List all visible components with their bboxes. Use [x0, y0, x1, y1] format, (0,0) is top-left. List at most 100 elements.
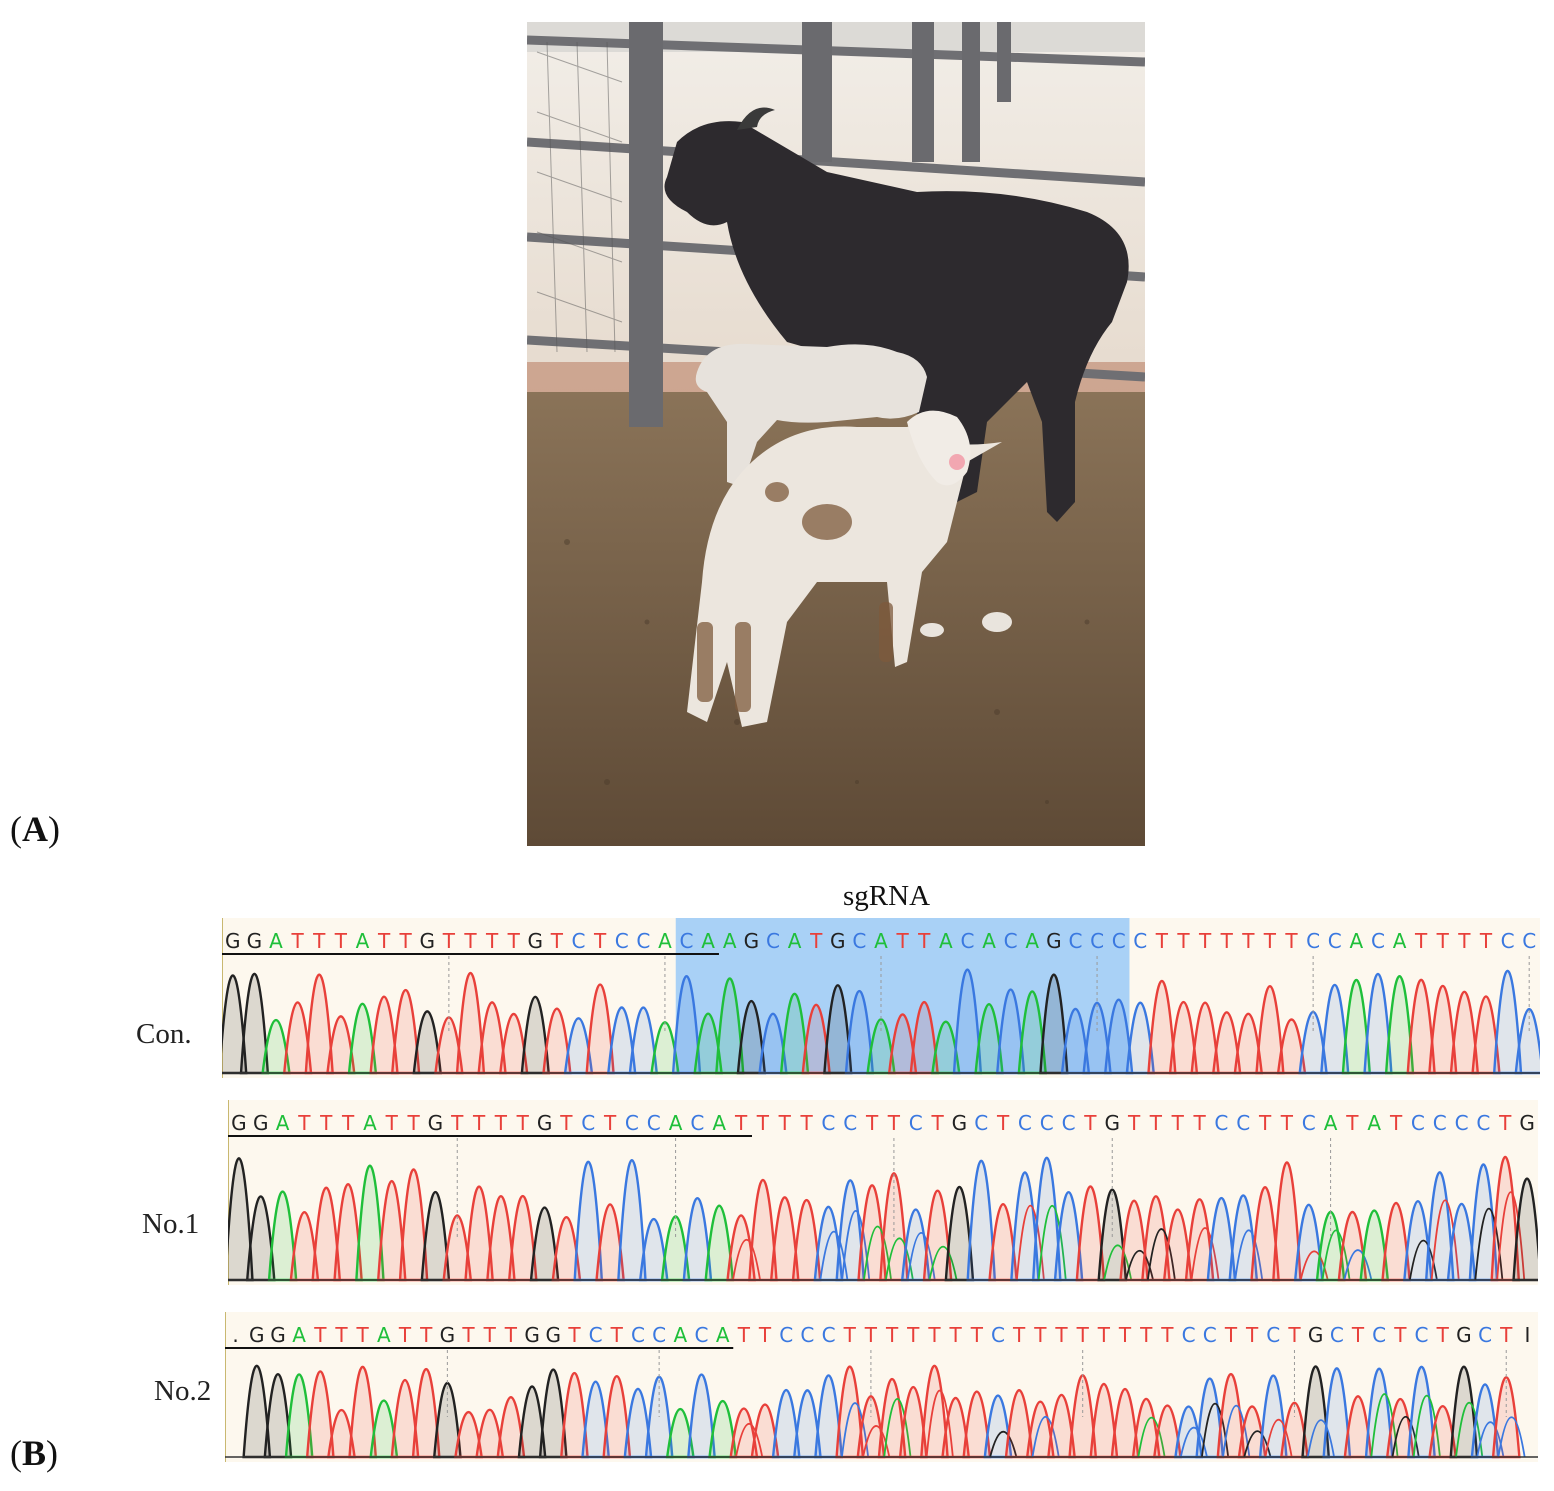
base-letter: G	[1519, 1111, 1535, 1135]
peak	[1359, 1209, 1390, 1282]
base-letter: T	[1198, 929, 1212, 953]
peak	[1025, 1400, 1055, 1459]
peak	[650, 1021, 680, 1075]
base-letter: T	[1414, 929, 1428, 953]
base-letter: A	[1393, 929, 1407, 953]
base-letter: T	[385, 1111, 399, 1135]
base-letter: C	[1236, 1111, 1250, 1135]
base-letter: C	[766, 929, 780, 953]
base-letter: T	[1192, 1111, 1206, 1135]
base-letter: A	[669, 1111, 683, 1135]
secondary-peak	[1234, 1229, 1264, 1281]
secondary-peak	[928, 1245, 958, 1281]
base-letter: T	[559, 1111, 573, 1135]
peak	[1053, 1191, 1084, 1282]
secondary-peak	[732, 1239, 761, 1281]
peak	[551, 1215, 582, 1282]
secondary-peak	[1222, 1405, 1251, 1458]
base-letter: T	[1139, 1323, 1153, 1347]
base-letter: A	[1350, 929, 1364, 953]
base-letter: T	[1393, 1323, 1407, 1347]
peak	[931, 1020, 961, 1075]
peak	[900, 1208, 931, 1282]
base-letter: C	[572, 929, 586, 953]
base-letter: C	[1328, 929, 1342, 953]
base-letter: T	[1436, 1323, 1450, 1347]
base-letter: A	[1324, 1111, 1338, 1135]
peak	[750, 1403, 780, 1459]
base-letter: A	[292, 1323, 306, 1347]
base-letter: A	[712, 1111, 726, 1135]
base-letter: T	[419, 1323, 433, 1347]
base-letter: T	[603, 1111, 617, 1135]
base-letter: G	[1308, 1323, 1324, 1347]
base-letter: C	[647, 1111, 661, 1135]
peak	[1110, 1387, 1140, 1459]
base-letter: C	[1415, 1323, 1429, 1347]
base-letter: T	[996, 1111, 1010, 1135]
peak	[496, 1396, 526, 1459]
base-letter: T	[442, 929, 456, 953]
secondary-peak	[1125, 1249, 1154, 1281]
peak	[311, 1186, 342, 1282]
base-letter: T	[756, 1111, 770, 1135]
peak	[1125, 1001, 1155, 1075]
base-letter: T	[472, 1111, 486, 1135]
secondary-peak	[1408, 1239, 1438, 1281]
base-letter: T	[1284, 929, 1298, 953]
peak	[660, 1215, 691, 1282]
peak	[1446, 1203, 1477, 1282]
base-letter: T	[927, 1323, 941, 1347]
base-letter: C	[991, 1323, 1005, 1347]
peak	[771, 1388, 801, 1459]
secondary-peak	[906, 1231, 936, 1281]
base-letter: C	[1371, 929, 1385, 953]
secondary-peak	[841, 1402, 870, 1458]
secondary-peak	[841, 1209, 871, 1281]
peak	[517, 1385, 547, 1459]
base-letter: C	[1018, 1111, 1032, 1135]
peak	[520, 995, 551, 1075]
peak	[704, 1204, 735, 1282]
base-letter: T	[970, 1323, 984, 1347]
peak	[729, 1407, 759, 1459]
base-letter: G	[830, 929, 846, 953]
base-letter: T	[334, 1323, 348, 1347]
base-letter: T	[930, 1111, 944, 1135]
peak	[693, 1012, 723, 1075]
base-letter: T	[864, 1323, 878, 1347]
peak	[758, 1012, 788, 1075]
base-letter: T	[1224, 1323, 1238, 1347]
peak	[498, 1013, 529, 1075]
secondary-peak	[735, 1422, 764, 1458]
base-letter: T	[917, 929, 931, 953]
base-letter: T	[758, 1323, 772, 1347]
base-letter: A	[1025, 929, 1039, 953]
sgrna-label: sgRNA	[843, 880, 931, 912]
secondary-peak	[1201, 1403, 1230, 1458]
secondary-peak	[1179, 1426, 1208, 1458]
peak	[606, 1006, 637, 1075]
base-letter: I	[1524, 1323, 1530, 1347]
base-letter: C	[589, 1323, 603, 1347]
base-letter: G	[249, 1323, 264, 1347]
peak	[529, 1206, 560, 1282]
base-letter: T	[550, 929, 564, 953]
base-letter: T	[1436, 929, 1450, 953]
base-letter: A	[788, 929, 802, 953]
peak	[284, 1373, 314, 1459]
base-letter: G	[1105, 1111, 1121, 1135]
secondary-peak	[1264, 1419, 1293, 1458]
base-letter: C	[800, 1323, 814, 1347]
base-letter: T	[334, 929, 348, 953]
base-letter: C	[1112, 929, 1126, 953]
peak	[665, 1407, 695, 1459]
panel-a-label: (A)	[10, 809, 60, 849]
row-label-control: Con.	[136, 1018, 192, 1050]
peak	[542, 1007, 572, 1075]
base-letter: A	[673, 1323, 687, 1347]
peak	[595, 1203, 625, 1282]
peak	[1298, 1010, 1328, 1075]
peak	[261, 1019, 291, 1075]
secondary-peak	[1343, 1249, 1373, 1281]
